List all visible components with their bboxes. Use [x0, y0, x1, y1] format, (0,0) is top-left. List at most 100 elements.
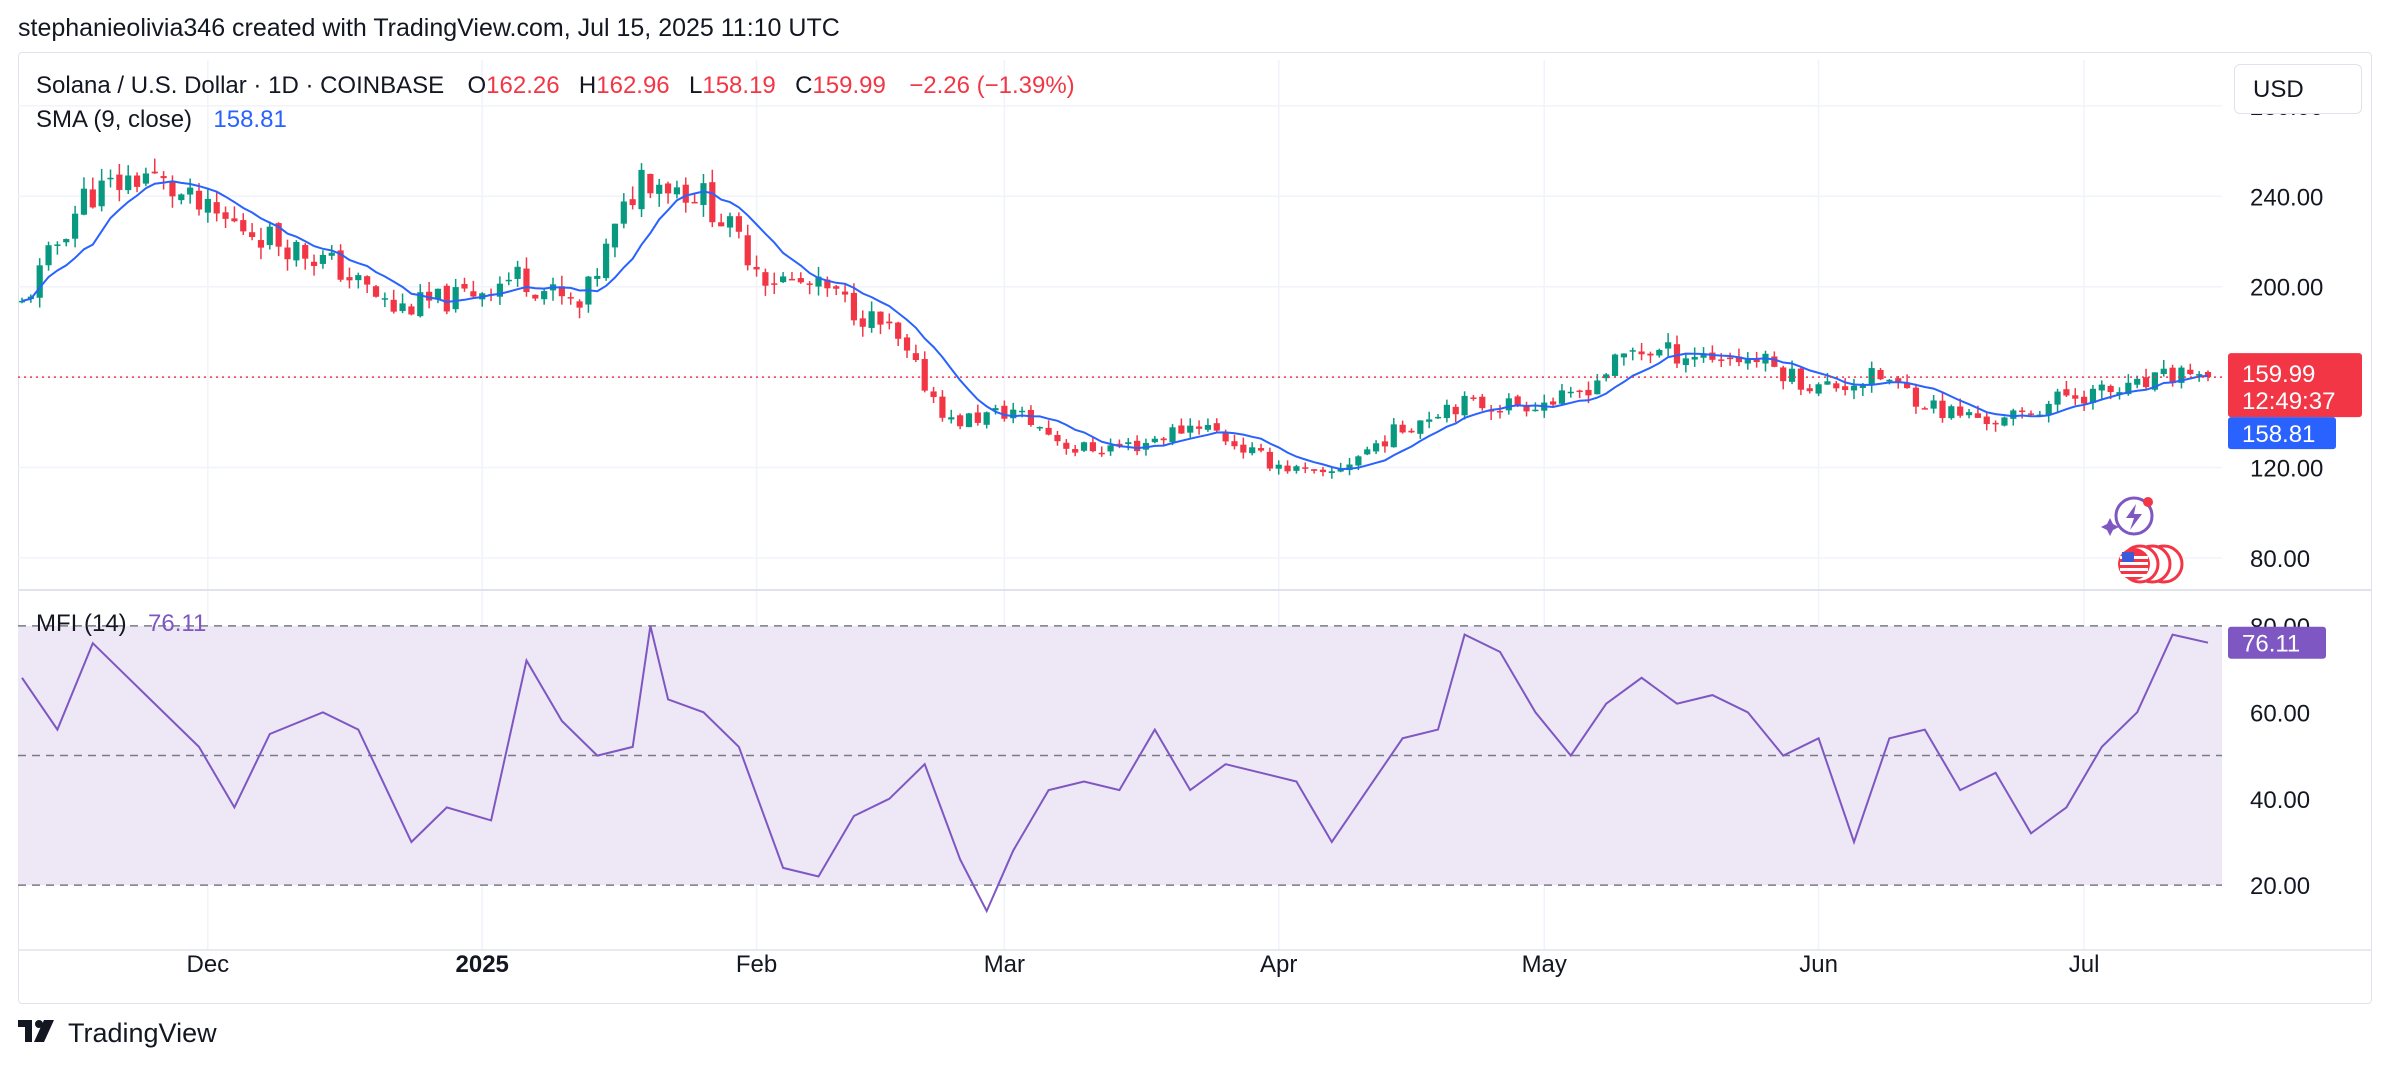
candle-body [2107, 385, 2114, 393]
candle-body [1018, 410, 1026, 413]
candle-body [1346, 464, 1353, 471]
candle-body [133, 175, 141, 187]
candle-body [80, 188, 88, 215]
candle-body [257, 240, 265, 248]
candle-body [381, 298, 388, 300]
candle-body [983, 412, 990, 425]
candle-body [886, 321, 893, 324]
open-value: 162.26 [486, 72, 560, 99]
chart-frame [18, 52, 2372, 1004]
candle-body [1151, 438, 1158, 443]
candle-body [1788, 368, 1796, 382]
candle-body [125, 175, 132, 191]
sma-value: 158.81 [213, 106, 287, 133]
candle-body [992, 408, 999, 411]
candle-body [647, 173, 654, 194]
time-axis-tick: Apr [1260, 951, 1297, 978]
currency-button[interactable]: USD [2234, 64, 2362, 114]
candle-body [2169, 367, 2176, 384]
candle-body [1417, 420, 1424, 434]
candle-body [532, 294, 539, 299]
candle-body [930, 391, 937, 397]
candle-body [1284, 465, 1291, 472]
candle-body [2010, 410, 2017, 419]
candle-body [1036, 426, 1043, 429]
sma-legend[interactable]: SMA (9, close) 158.81 [36, 106, 287, 134]
candle-body [780, 276, 787, 283]
last-price-tag-text: 159.99 [2242, 361, 2315, 388]
candle-body [1567, 391, 1574, 394]
candle-body [1160, 438, 1167, 441]
candle-body [1965, 412, 1973, 416]
candle-body [1718, 359, 1725, 361]
candle-body [1824, 381, 1831, 385]
candle-body [98, 180, 105, 207]
candle-body [1682, 358, 1689, 366]
candle-body [576, 301, 583, 308]
candle-body [1868, 368, 1875, 385]
candle-body [505, 279, 512, 282]
candle-body [204, 198, 211, 213]
candle-body [1532, 409, 1539, 412]
candle-body [1426, 419, 1433, 422]
candle-body [841, 291, 849, 295]
candle-body [2204, 372, 2212, 378]
candle-body [187, 187, 194, 195]
candle-body [2151, 372, 2158, 390]
candle-body [957, 415, 964, 427]
candle-body [514, 266, 521, 279]
change-value: −2.26 (−1.39%) [909, 72, 1075, 99]
candle-body [443, 285, 450, 312]
candle-body [1912, 387, 1920, 407]
candle-body [1240, 444, 1247, 453]
candle-body [1620, 353, 1627, 358]
candle-body [355, 275, 362, 281]
candle-body [2019, 410, 2026, 413]
candle-body [54, 244, 61, 246]
candle-body [1187, 425, 1194, 433]
sma-price-tag [2228, 417, 2336, 450]
footer-logo[interactable]: TradingView [18, 1018, 217, 1049]
candle-body [1850, 385, 1858, 391]
candle-body [1027, 409, 1035, 425]
candle-body [2125, 382, 2132, 395]
candle-body [213, 202, 220, 214]
sma-price-tag-text: 158.81 [2242, 421, 2315, 448]
candle-body [762, 272, 769, 286]
time-axis-tick: May [1522, 951, 1567, 978]
candle-body [1408, 430, 1415, 433]
candle-body [293, 241, 300, 261]
candle-body [1337, 469, 1344, 472]
candle-body [275, 223, 282, 247]
mfi-axis-tick: 60.00 [2250, 700, 2310, 727]
mfi-value-tag [2228, 626, 2326, 659]
candle-body [1673, 344, 1681, 364]
candle-body [107, 177, 114, 180]
candle-body [1886, 379, 1893, 382]
candle-body [2045, 403, 2052, 415]
mfi-axis-tick: 40.00 [2250, 787, 2310, 814]
candle-body [629, 199, 636, 206]
footer-brand: TradingView [68, 1018, 217, 1048]
candle-body [1983, 416, 1990, 424]
candle-body [1585, 389, 1592, 396]
candle-body [2160, 368, 2167, 375]
price-axis-tick: 120.00 [2250, 456, 2323, 483]
candle-body [1594, 380, 1601, 395]
candle-body [328, 252, 335, 256]
candle-body [1505, 398, 1512, 411]
candle-body [160, 176, 167, 179]
candle-body [2178, 367, 2185, 383]
candle-body [178, 194, 185, 201]
mfi-legend[interactable]: MFI (14) 76.11 [36, 610, 206, 638]
candle-body [673, 187, 681, 195]
candle-body [1178, 425, 1185, 434]
candle-body [1080, 442, 1088, 451]
candle-body [1072, 449, 1079, 453]
candle-body [2072, 395, 2079, 399]
time-axis-tick: Feb [736, 951, 777, 978]
candle-body [249, 232, 256, 238]
candle-body [1125, 442, 1132, 445]
us-flag-events-icon [2118, 544, 2184, 584]
